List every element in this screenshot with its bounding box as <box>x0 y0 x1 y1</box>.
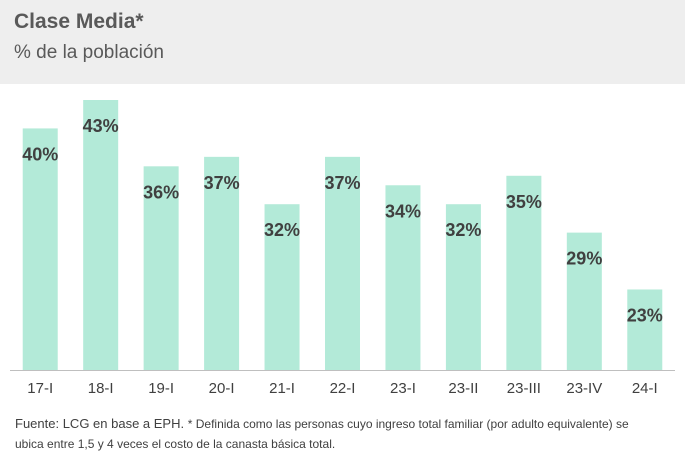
bar-21-I <box>264 204 300 370</box>
data-label: 36% <box>143 182 179 202</box>
bar-20-I <box>204 156 240 370</box>
chart-title: Clase Media* <box>14 10 144 33</box>
chart-header: Clase Media* % de la población <box>0 0 685 84</box>
bar-23-IV <box>566 232 602 370</box>
bar-19-I <box>143 166 179 370</box>
x-tick-label: 17-I <box>27 380 53 397</box>
x-tick-label: 20-I <box>209 380 235 397</box>
data-label: 37% <box>324 173 360 193</box>
data-label: 37% <box>204 173 240 193</box>
data-label: 32% <box>264 220 300 240</box>
data-label: 40% <box>22 144 58 164</box>
bar-23-II <box>445 204 481 370</box>
bar-chart: 40% 17-I 43% 18-I 36% 19-I 37% 20-I 32% 21-I 37% 22… <box>10 100 675 397</box>
bar-22-I <box>325 156 360 370</box>
bar-18-I <box>83 100 119 370</box>
source-note: Fuente: LCG en base a EPH. * Definida co… <box>15 414 655 454</box>
x-tick-label: 24-I <box>632 380 658 397</box>
source-text: Fuente: LCG en base a EPH. <box>15 416 185 431</box>
x-tick-label: 23-IV <box>566 380 602 397</box>
x-tick-label: 21-I <box>269 380 295 397</box>
footnote-text: * Definida como las personas cuyo ingres… <box>15 417 629 451</box>
bar-24-I <box>627 289 663 370</box>
data-label: 32% <box>445 220 481 240</box>
x-tick-label: 19-I <box>148 380 174 397</box>
x-tick-label: 23-III <box>507 380 541 397</box>
data-label: 34% <box>385 201 421 221</box>
x-tick-label: 18-I <box>88 380 114 397</box>
data-label: 35% <box>506 192 542 212</box>
x-tick-label: 23-II <box>448 380 478 397</box>
bar-23-III <box>506 175 542 370</box>
x-tick-label: 23-I <box>390 380 416 397</box>
data-label: 43% <box>83 116 119 136</box>
data-label: 23% <box>627 305 663 325</box>
bar-23-I <box>385 185 421 370</box>
data-label: 29% <box>566 249 602 269</box>
bar-17-I <box>22 128 58 370</box>
x-tick-label: 22-I <box>330 380 356 397</box>
chart-subtitle: % de la población <box>14 42 164 63</box>
